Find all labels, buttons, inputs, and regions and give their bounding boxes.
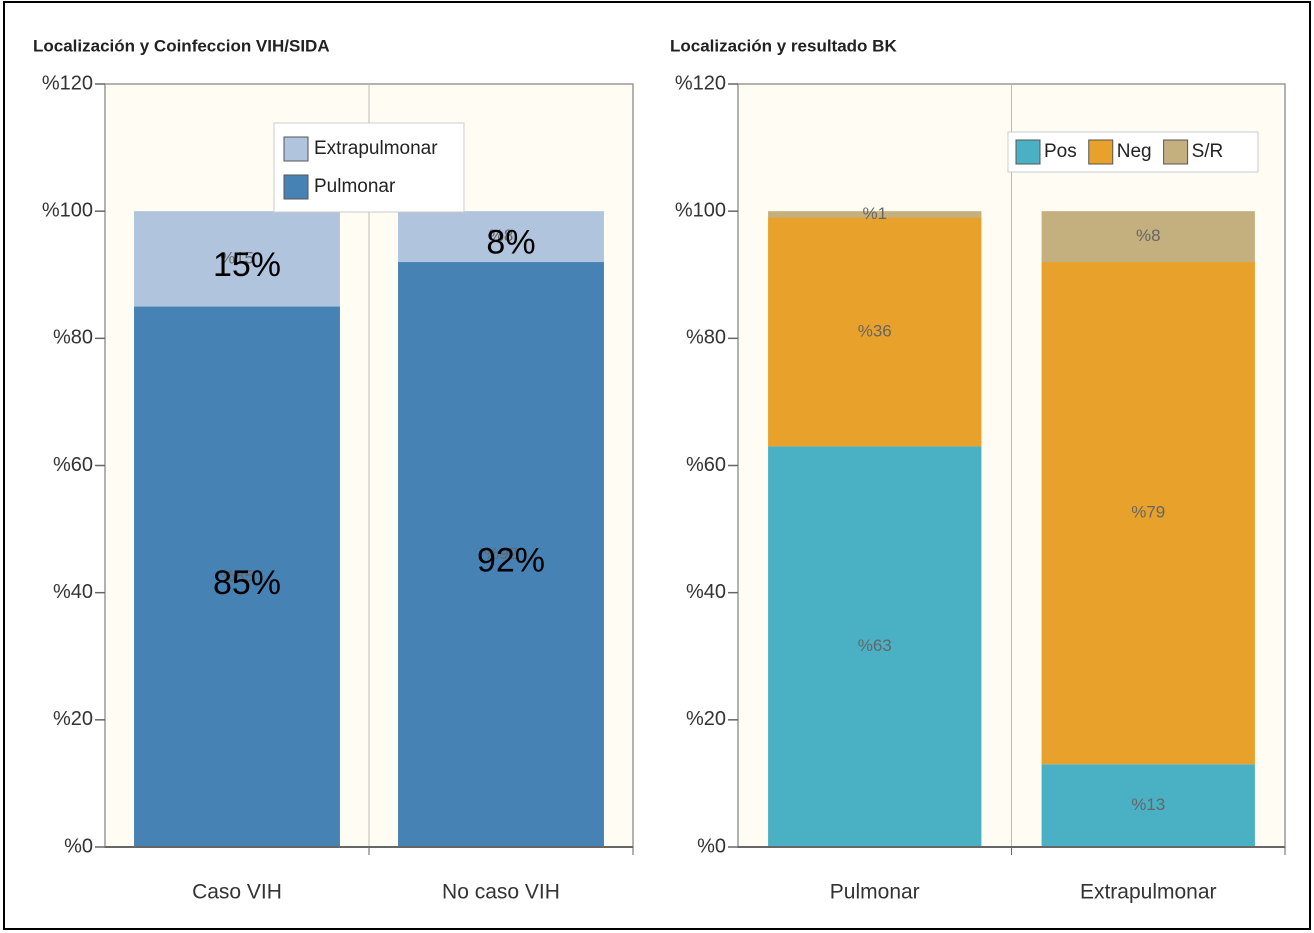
bar-segment bbox=[768, 446, 982, 847]
value-label: %85 bbox=[220, 566, 254, 585]
y-tick-label: %100 bbox=[42, 199, 93, 221]
legend-swatch bbox=[1088, 139, 1114, 165]
overlay-label: 15% bbox=[213, 246, 281, 284]
value-label: %15 bbox=[220, 248, 254, 267]
bar-segment bbox=[134, 306, 340, 848]
y-tick-label: %0 bbox=[64, 835, 93, 857]
value-label: %36 bbox=[858, 321, 892, 340]
y-tick-label: %60 bbox=[53, 454, 93, 476]
y-tick-label: %40 bbox=[686, 581, 726, 603]
legend-swatch bbox=[1163, 139, 1189, 165]
value-label: %8 bbox=[1136, 226, 1161, 245]
y-tick-label: %80 bbox=[53, 327, 93, 349]
legend-box bbox=[1007, 131, 1259, 173]
value-label: %1 bbox=[862, 204, 887, 223]
bar-segment bbox=[398, 262, 604, 847]
y-tick-label: %120 bbox=[675, 72, 726, 94]
bar-segment bbox=[1041, 211, 1255, 263]
y-tick-label: %0 bbox=[697, 835, 726, 857]
x-tick-label: No caso VIH bbox=[442, 881, 560, 904]
x-tick-label: Extrapulmonar bbox=[1080, 881, 1217, 904]
x-tick-label: Pulmonar bbox=[830, 881, 920, 904]
bar-segment bbox=[1041, 262, 1255, 765]
bar-segment bbox=[134, 211, 340, 307]
y-tick-label: %40 bbox=[53, 581, 93, 603]
value-label: %8 bbox=[489, 226, 514, 245]
overlay-label: 85% bbox=[213, 564, 281, 602]
y-tick-label: %20 bbox=[53, 708, 93, 730]
value-label: %92 bbox=[484, 544, 518, 563]
legend-label: S/R bbox=[1192, 141, 1224, 162]
bar-segment bbox=[398, 211, 604, 263]
value-label: %63 bbox=[858, 636, 892, 655]
value-label: %13 bbox=[1131, 795, 1165, 814]
legend: Extrapulmonar Pulmonar bbox=[273, 122, 465, 213]
legend: Pos Neg S/R bbox=[1007, 131, 1259, 173]
legend-label: Neg bbox=[1117, 141, 1152, 162]
x-tick-label: Caso VIH bbox=[192, 881, 282, 904]
y-tick-label: %100 bbox=[675, 199, 726, 221]
legend-label: Pos bbox=[1044, 141, 1077, 162]
bar-segment bbox=[768, 217, 982, 447]
overlay-label: 92% bbox=[477, 542, 545, 580]
y-tick-label: %80 bbox=[686, 327, 726, 349]
bar-segment bbox=[1041, 764, 1255, 847]
bar-segment bbox=[768, 211, 982, 218]
y-tick-label: %120 bbox=[42, 72, 93, 94]
chart-title: Localización y resultado BK bbox=[670, 36, 897, 55]
y-tick-label: %20 bbox=[686, 708, 726, 730]
legend-swatch bbox=[283, 136, 309, 162]
value-label: %79 bbox=[1131, 503, 1165, 522]
legend-label: Extrapulmonar bbox=[314, 138, 438, 159]
overlay-label: 8% bbox=[486, 224, 535, 262]
legend-label: Pulmonar bbox=[314, 176, 396, 197]
y-tick-label: %60 bbox=[686, 454, 726, 476]
chart-title: Localización y Coinfeccion VIH/SIDA bbox=[33, 36, 330, 55]
legend-swatch bbox=[1015, 139, 1041, 165]
legend-swatch bbox=[283, 174, 309, 200]
